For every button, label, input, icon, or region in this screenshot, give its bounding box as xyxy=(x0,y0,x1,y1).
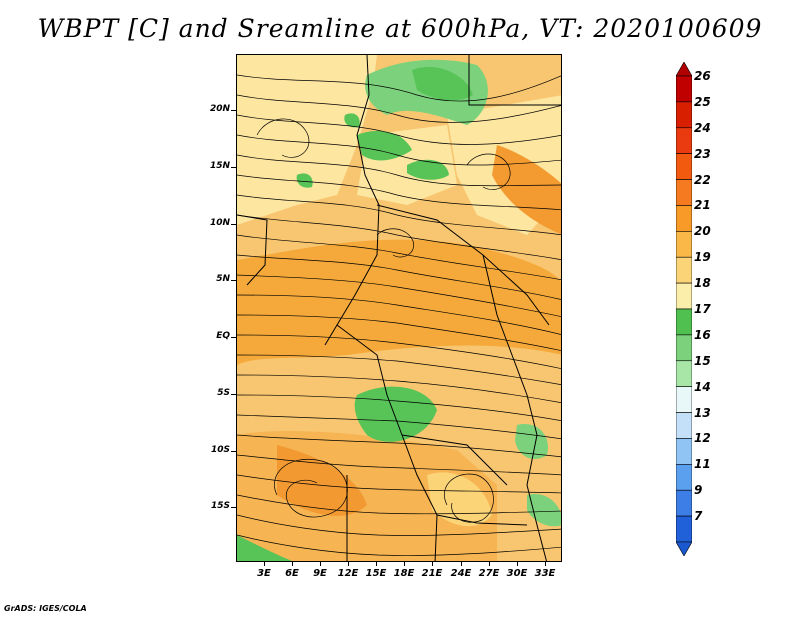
chart-title: WBPT [C] and Sreamline at 600hPa, VT: 20… xyxy=(37,14,763,43)
colorbar-segment xyxy=(676,308,692,336)
colorbar-segment xyxy=(676,205,692,232)
green-patch-a xyxy=(357,130,412,161)
colorbar-label: 21 xyxy=(694,198,711,213)
lon-tick xyxy=(489,562,490,566)
colorbar xyxy=(676,62,692,556)
green-patch-b xyxy=(407,159,449,180)
colorbar-segment xyxy=(676,153,692,180)
lat-tick xyxy=(231,110,236,111)
lat-tick xyxy=(231,337,236,338)
lat-label: 10S xyxy=(210,445,230,455)
colorbar-label: 26 xyxy=(694,69,711,83)
map-field xyxy=(237,55,561,561)
green-region-south xyxy=(354,386,437,442)
green-patch-se xyxy=(515,424,548,460)
lon-tick xyxy=(461,562,462,566)
colorbar-label: 15 xyxy=(694,353,711,368)
pale-patch-south xyxy=(427,472,492,527)
colorbar-segment xyxy=(676,386,692,413)
lat-label: 10N xyxy=(209,218,230,228)
lat-tick xyxy=(231,451,236,452)
colorbar-label: 16 xyxy=(694,327,711,342)
colorbar-label: 19 xyxy=(694,250,711,265)
lat-label: 15S xyxy=(210,501,230,511)
lon-tick xyxy=(517,562,518,566)
lon-label: 21E xyxy=(421,568,443,579)
lon-label: 3E xyxy=(257,568,271,579)
lon-tick xyxy=(545,562,546,566)
lat-tick xyxy=(231,280,236,281)
warm-belt-equator xyxy=(237,239,561,365)
lon-label: 30E xyxy=(506,568,528,579)
colorbar-segment xyxy=(676,412,692,439)
colorbar-segment xyxy=(676,334,692,362)
colorbar-label: 9 xyxy=(694,483,703,498)
lon-tick xyxy=(292,562,293,566)
colorbar-label: 14 xyxy=(694,379,711,394)
green-patch-c xyxy=(296,173,313,188)
colorbar-segment xyxy=(676,101,692,129)
map-panel xyxy=(236,54,562,562)
lat-tick xyxy=(231,507,236,508)
grads-credit: GrADS: IGES/COLA xyxy=(4,604,87,613)
lon-label: 33E xyxy=(534,568,556,579)
colorbar-segment xyxy=(676,179,692,206)
lat-tick xyxy=(231,167,236,168)
colorbar-label: 7 xyxy=(694,509,703,524)
colorbar-bottom-arrow xyxy=(676,541,692,556)
colorbar-label: 12 xyxy=(694,431,711,446)
warm-region-south xyxy=(237,430,497,561)
pale-region-nw xyxy=(237,55,377,225)
lat-tick xyxy=(231,394,236,395)
colorbar-segment xyxy=(676,127,692,154)
colorbar-label: 11 xyxy=(694,457,711,472)
lat-label: 15N xyxy=(209,161,230,171)
colorbar-segment xyxy=(676,438,692,465)
colorbar-segment xyxy=(676,231,692,258)
colorbar-label: 20 xyxy=(694,224,711,239)
streamlines xyxy=(237,74,561,556)
lon-tick xyxy=(376,562,377,566)
colorbar-segment xyxy=(676,75,692,103)
lat-tick xyxy=(231,224,236,225)
lon-label: 6E xyxy=(285,568,299,579)
colorbar-label: 24 xyxy=(694,120,711,135)
lon-tick xyxy=(264,562,265,566)
country-borders xyxy=(237,55,561,561)
lon-tick xyxy=(432,562,433,566)
colorbar-segment xyxy=(676,515,692,543)
colorbar-label: 25 xyxy=(694,94,711,109)
colorbar-top-arrow xyxy=(676,62,692,77)
lat-label: 5N xyxy=(216,274,230,284)
colorbar-segment xyxy=(676,282,692,310)
lon-label: 9E xyxy=(313,568,327,579)
colorbar-segment xyxy=(676,360,692,387)
lon-label: 24E xyxy=(450,568,472,579)
lon-label: 27E xyxy=(478,568,500,579)
colorbar-label: 23 xyxy=(694,146,711,161)
colorbar-segment xyxy=(676,256,692,284)
lat-label: 5S xyxy=(217,388,230,398)
colorbar-label: 18 xyxy=(694,276,711,291)
colorbar-label: 13 xyxy=(694,405,711,420)
colorbar-segment xyxy=(676,489,692,517)
colorbar-label: 17 xyxy=(694,302,711,316)
lon-label: 18E xyxy=(393,568,415,579)
lat-label: 20N xyxy=(209,104,230,114)
lon-label: 15E xyxy=(365,568,387,579)
green-core-north xyxy=(412,66,473,101)
green-patch-d xyxy=(344,113,360,128)
colorbar-segment xyxy=(676,464,692,491)
lat-label: EQ xyxy=(216,331,230,341)
lon-label: 12E xyxy=(337,568,359,579)
green-patch-sw xyxy=(237,535,293,561)
lon-tick xyxy=(348,562,349,566)
lon-tick xyxy=(404,562,405,566)
lon-tick xyxy=(320,562,321,566)
colorbar-label: 22 xyxy=(694,172,711,187)
